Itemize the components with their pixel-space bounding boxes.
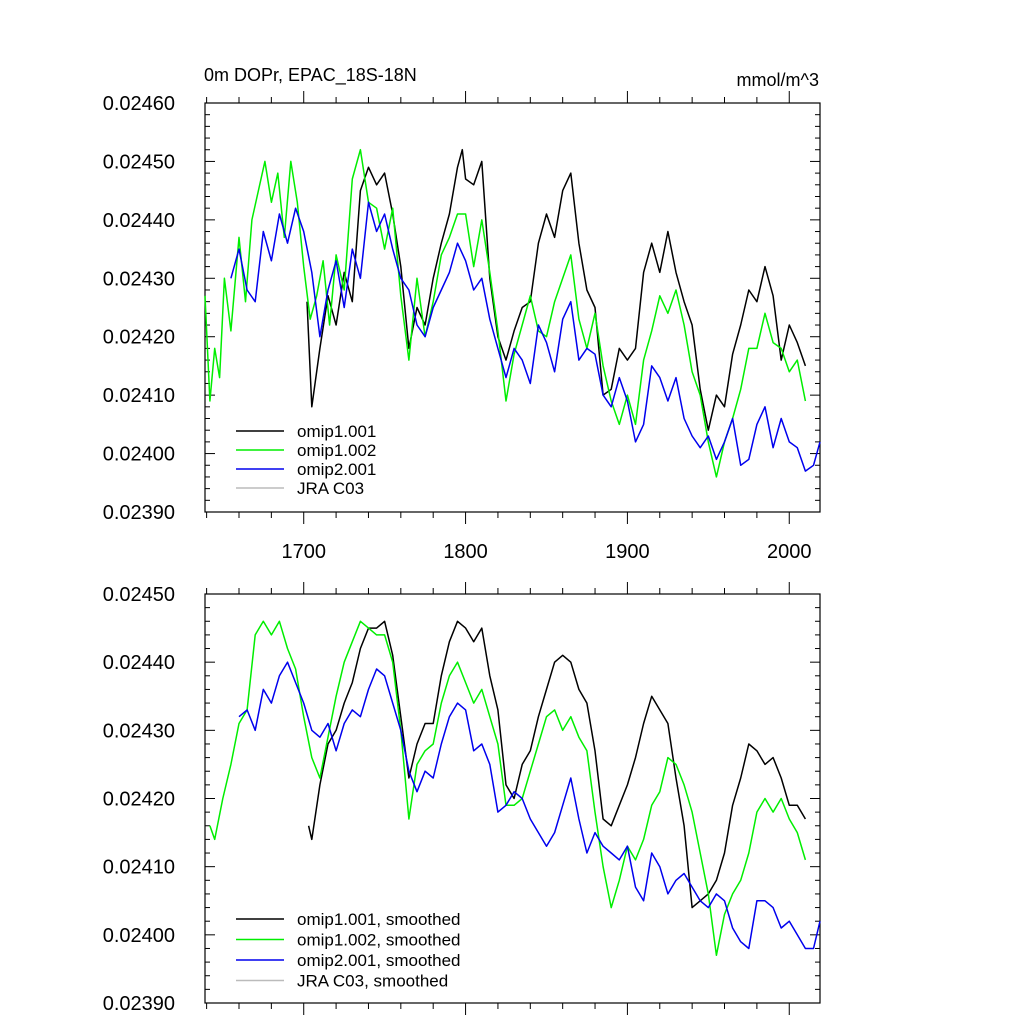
bottom-panel: 0.02390 0.02400 0.02410 0.02420 0.02430 0.024…: [103, 582, 821, 1015]
legend-label: JRA C03, smoothed: [297, 972, 448, 991]
x-tick-label: 1700: [281, 541, 326, 563]
legend-label: JRA C03: [297, 479, 364, 498]
x-tick-label: 2000: [767, 541, 812, 563]
y-tick-label: 0.02440: [103, 652, 175, 674]
y-tick-label: 0.02390: [103, 993, 175, 1015]
y-tick-label: 0.02400: [103, 444, 175, 466]
y-tick-label: 0.02430: [103, 720, 175, 742]
x-tick-label: 1900: [605, 541, 650, 563]
legend-label: omip1.002, smoothed: [297, 931, 461, 950]
chart-title: 0m DOPr, EPAC_18S-18N: [204, 65, 417, 86]
series-line-0: [306, 148, 807, 431]
y-tick-label: 0.02420: [103, 327, 175, 349]
y-tick-label: 0.02420: [103, 789, 175, 811]
y-tick-label: 0.02400: [103, 925, 175, 947]
legend-label: omip2.001: [297, 460, 376, 479]
legend-label: omip2.001, smoothed: [297, 951, 461, 970]
legend-label: omip1.001, smoothed: [297, 910, 461, 929]
legend-label: omip1.001: [297, 422, 376, 441]
y-tick-label: 0.02450: [103, 151, 175, 173]
series-line-2: [230, 201, 821, 472]
series-line-1: [204, 148, 807, 478]
y-tick-label: 0.02390: [103, 502, 175, 524]
x-tick-label: 1800: [443, 541, 488, 563]
y-tick-label: 0.02450: [103, 584, 175, 606]
y-tick-label: 0.02460: [103, 93, 175, 115]
y-tick-label: 0.02430: [103, 268, 175, 290]
chart-units: mmol/m^3: [737, 70, 819, 90]
series-line-2: [238, 661, 821, 950]
y-tick-label: 0.02440: [103, 210, 175, 232]
series-line-0: [307, 620, 807, 909]
y-tick-label: 0.02410: [103, 385, 175, 407]
legend-label: omip1.002: [297, 441, 376, 460]
top-panel: 0.02390 0.02400 0.02410 0.02420 0.02430 0.024…: [103, 91, 821, 563]
y-tick-label: 0.02410: [103, 857, 175, 879]
